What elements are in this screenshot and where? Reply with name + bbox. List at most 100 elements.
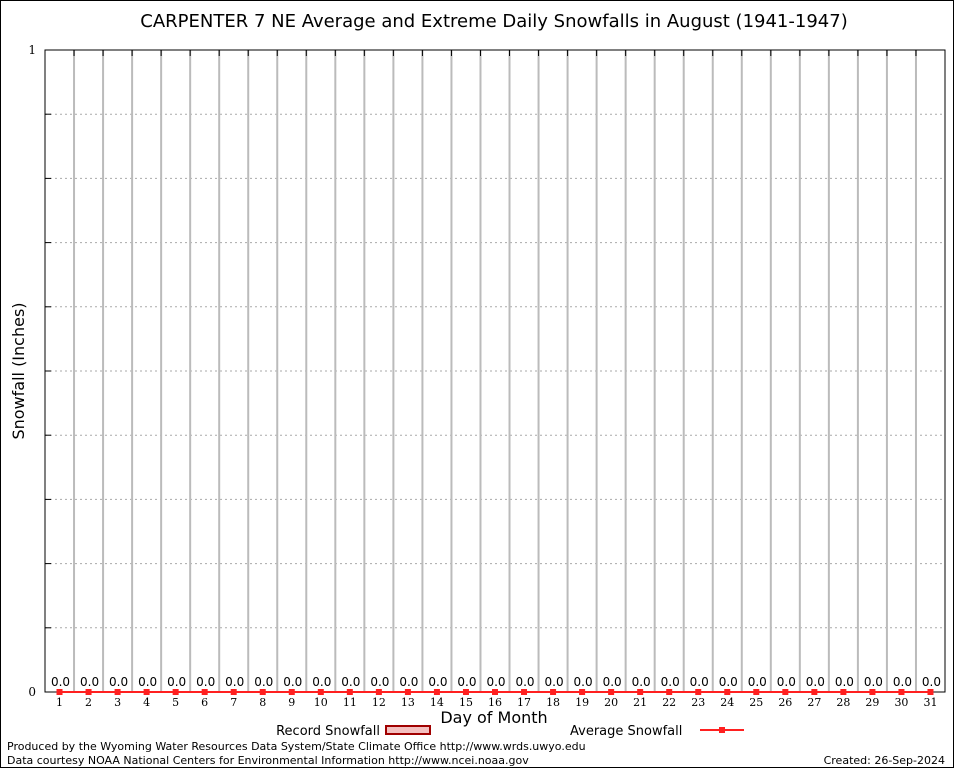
legend-record-swatch [385, 725, 431, 735]
average-marker [288, 689, 295, 695]
average-marker [637, 689, 644, 695]
data-label: 0.0 [777, 675, 796, 689]
average-marker [840, 689, 847, 695]
data-label: 0.0 [370, 675, 389, 689]
average-marker [230, 689, 237, 695]
x-tick-label: 2 [85, 696, 92, 709]
average-marker [695, 689, 702, 695]
y-axis-label: Snowfall (Inches) [9, 302, 28, 439]
x-tick-label: 11 [343, 696, 357, 709]
data-label: 0.0 [864, 675, 883, 689]
average-marker [346, 689, 353, 695]
average-marker [375, 689, 382, 695]
x-tick-label: 3 [114, 696, 121, 709]
x-tick-label: 20 [604, 696, 618, 709]
legend-average-marker [719, 727, 725, 733]
y-tick-label: 0 [28, 685, 36, 699]
data-label: 0.0 [748, 675, 767, 689]
x-tick-label: 30 [894, 696, 908, 709]
average-marker [811, 689, 818, 695]
average-marker [608, 689, 615, 695]
x-tick-label: 31 [923, 696, 937, 709]
x-tick-label: 24 [720, 696, 734, 709]
x-tick-label: 18 [546, 696, 560, 709]
data-label: 0.0 [225, 675, 244, 689]
data-label: 0.0 [835, 675, 854, 689]
data-label: 0.0 [574, 675, 593, 689]
x-tick-label: 1 [56, 696, 63, 709]
data-label: 0.0 [457, 675, 476, 689]
x-tick-label: 27 [807, 696, 821, 709]
data-label: 0.0 [719, 675, 738, 689]
legend-record-label: Record Snowfall [276, 724, 380, 739]
data-label: 0.0 [545, 675, 564, 689]
x-tick-label: 21 [633, 696, 647, 709]
average-marker [114, 689, 121, 695]
x-tick-label: 16 [488, 696, 502, 709]
chart-title: CARPENTER 7 NE Average and Extreme Daily… [140, 11, 847, 32]
data-label: 0.0 [486, 675, 505, 689]
data-label: 0.0 [428, 675, 447, 689]
data-label: 0.0 [893, 675, 912, 689]
average-marker [433, 689, 440, 695]
x-tick-label: 5 [172, 696, 179, 709]
average-marker [317, 689, 324, 695]
x-tick-label: 7 [230, 696, 237, 709]
average-marker [869, 689, 876, 695]
x-tick-label: 8 [259, 696, 266, 709]
footer-produced-by: Produced by the Wyoming Water Resources … [7, 740, 586, 753]
data-label: 0.0 [399, 675, 418, 689]
data-label: 0.0 [138, 675, 157, 689]
data-label: 0.0 [806, 675, 825, 689]
average-marker [201, 689, 208, 695]
data-label: 0.0 [109, 675, 128, 689]
x-tick-label: 13 [401, 696, 415, 709]
data-label: 0.0 [515, 675, 534, 689]
data-label: 0.0 [922, 675, 941, 689]
average-marker [521, 689, 528, 695]
data-label: 0.0 [254, 675, 273, 689]
average-marker [782, 689, 789, 695]
average-marker [724, 689, 731, 695]
x-tick-label: 25 [749, 696, 763, 709]
average-marker [550, 689, 557, 695]
average-marker [404, 689, 411, 695]
average-marker [898, 689, 905, 695]
footer-created: Created: 26-Sep-2024 [824, 754, 945, 767]
average-marker [143, 689, 150, 695]
x-tick-label: 28 [836, 696, 850, 709]
average-marker [492, 689, 498, 695]
x-tick-label: 19 [575, 696, 589, 709]
average-marker [579, 689, 586, 695]
data-label: 0.0 [632, 675, 651, 689]
y-tick-label: 1 [28, 43, 36, 57]
data-label: 0.0 [283, 675, 302, 689]
x-tick-label: 6 [201, 696, 208, 709]
average-marker [666, 689, 673, 695]
data-label: 0.0 [341, 675, 360, 689]
x-tick-label: 12 [372, 696, 386, 709]
footer-courtesy: Data courtesy NOAA National Centers for … [7, 754, 529, 767]
data-label: 0.0 [312, 675, 331, 689]
average-marker [259, 689, 266, 695]
x-tick-label: 17 [517, 696, 531, 709]
x-tick-label: 23 [691, 696, 705, 709]
x-tick-label: 29 [865, 696, 879, 709]
data-label: 0.0 [51, 675, 70, 689]
x-tick-label: 26 [778, 696, 792, 709]
x-axis-label: Day of Month [440, 708, 547, 727]
average-marker [927, 689, 934, 695]
x-tick-label: 15 [459, 696, 473, 709]
data-label: 0.0 [167, 675, 186, 689]
x-tick-label: 4 [143, 696, 150, 709]
data-label: 0.0 [603, 675, 622, 689]
data-label: 0.0 [690, 675, 709, 689]
average-marker [172, 689, 179, 695]
average-marker [462, 689, 469, 695]
x-tick-label: 9 [288, 696, 295, 709]
legend-average-label: Average Snowfall [570, 724, 682, 739]
data-label: 0.0 [80, 675, 99, 689]
x-tick-label: 22 [662, 696, 676, 709]
x-tick-label: 14 [430, 696, 444, 709]
